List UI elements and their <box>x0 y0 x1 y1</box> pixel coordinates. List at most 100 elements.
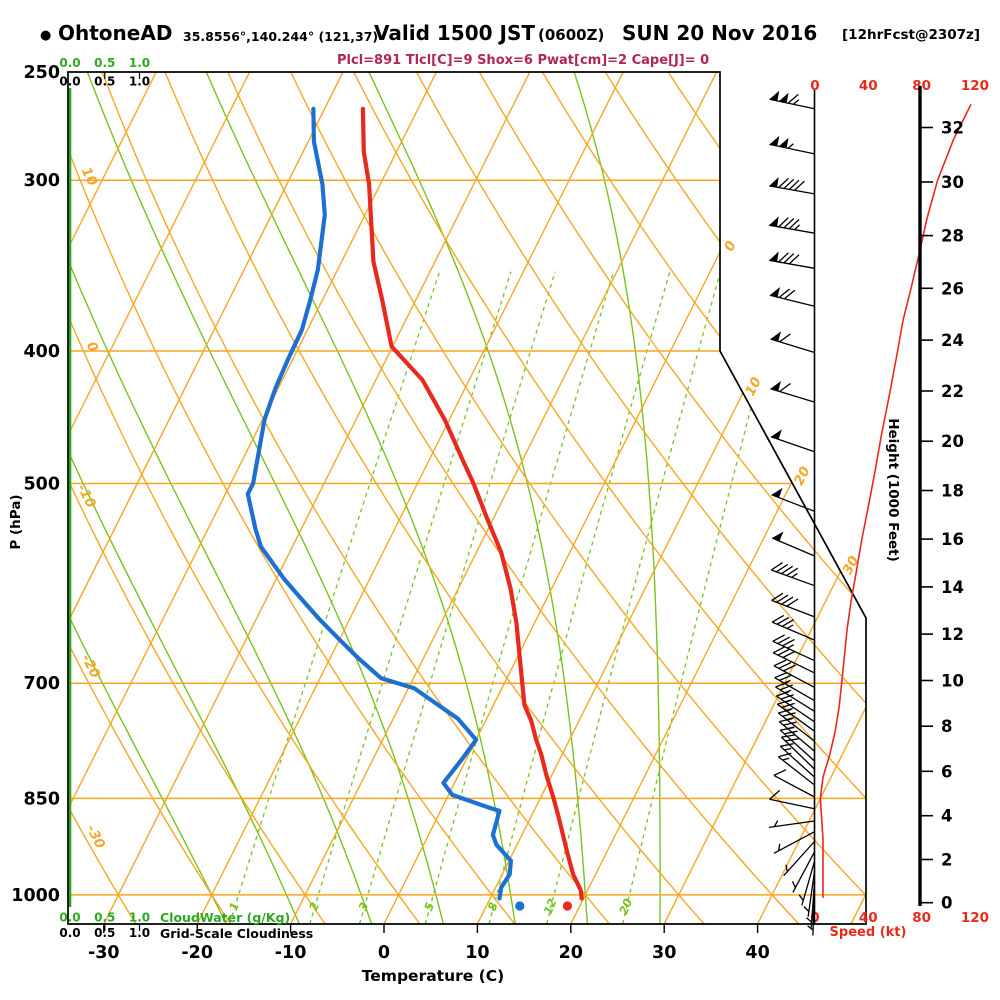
wind-barb <box>771 487 815 512</box>
svg-text:10: 10 <box>465 943 489 963</box>
svg-text:32: 32 <box>941 118 964 137</box>
svg-text:500: 500 <box>23 474 60 494</box>
svg-text:26: 26 <box>941 279 964 298</box>
svg-text:1.0: 1.0 <box>129 75 150 89</box>
svg-text:-10: -10 <box>275 943 307 963</box>
wind-barb <box>777 752 815 786</box>
isotherm-grid <box>68 72 866 924</box>
svg-text:2: 2 <box>306 900 322 913</box>
svg-text:40: 40 <box>745 943 769 963</box>
wind-barb <box>769 177 815 195</box>
cloud-scale-values: 0.00.00.00.00.50.50.50.51.01.01.01.0 <box>59 56 150 940</box>
cloudwater-scale-title: CloudWater (g/Kg) <box>160 910 291 925</box>
surface-temp-dot <box>562 901 573 911</box>
wind-barb <box>773 769 815 798</box>
svg-text:0: 0 <box>83 339 102 355</box>
svg-text:0.0: 0.0 <box>59 911 80 925</box>
valid-time: Valid 1500 JST <box>374 21 535 45</box>
height-axis <box>918 86 933 906</box>
svg-text:0: 0 <box>378 943 390 963</box>
wind-barb <box>770 429 815 453</box>
svg-text:80: 80 <box>912 910 931 926</box>
wind-barb <box>775 681 815 712</box>
svg-text:30: 30 <box>941 173 964 192</box>
plot-area <box>68 72 866 924</box>
wind-barb <box>805 881 816 928</box>
wind-barb <box>776 690 815 723</box>
svg-text:20: 20 <box>616 896 635 916</box>
wind-speed-curve <box>819 103 972 898</box>
pressure-axis-title: P (hPa) <box>8 494 24 550</box>
svg-text:0.5: 0.5 <box>94 56 115 70</box>
svg-text:-20: -20 <box>181 943 213 963</box>
cloud-scale-ticks <box>104 72 141 931</box>
svg-text:30: 30 <box>652 943 676 963</box>
wind-barb <box>779 743 815 778</box>
wind-barb <box>780 734 815 770</box>
svg-text:5: 5 <box>421 900 437 913</box>
svg-text:0.5: 0.5 <box>94 911 115 925</box>
svg-text:-10: -10 <box>73 482 98 511</box>
svg-text:4: 4 <box>941 807 952 826</box>
wind-barb <box>807 889 816 936</box>
svg-text:1.0: 1.0 <box>129 926 150 940</box>
stability-indices: Plcl=891 Tlcl[C]=9 Shox=6 Pwat[cm]=2 Cap… <box>337 53 710 68</box>
svg-text:20: 20 <box>791 464 814 488</box>
svg-text:850: 850 <box>23 789 60 809</box>
svg-text:-30: -30 <box>88 943 120 963</box>
svg-text:0.5: 0.5 <box>94 926 115 940</box>
svg-text:400: 400 <box>23 342 60 362</box>
svg-text:10: 10 <box>742 375 765 399</box>
wind-barb <box>770 331 815 354</box>
svg-text:0.0: 0.0 <box>59 926 80 940</box>
wind-barb <box>791 851 816 893</box>
station-coords: 35.8556°,140.244° (121,37) <box>183 29 379 44</box>
svg-text:700: 700 <box>23 674 60 694</box>
svg-text:20: 20 <box>941 432 964 451</box>
wind-barb <box>803 871 816 917</box>
svg-text:120: 120 <box>961 78 989 94</box>
valid-time-z: (0600Z) <box>538 26 605 44</box>
svg-text:300: 300 <box>23 171 60 191</box>
wind-barb <box>779 726 815 762</box>
temperature-axis-ticks <box>103 924 759 933</box>
wind-barb <box>769 216 815 234</box>
svg-text:10: 10 <box>941 671 964 690</box>
svg-text:1000: 1000 <box>11 886 60 906</box>
temperature-curve <box>360 106 584 901</box>
temperature-axis-title: Temperature (C) <box>361 967 505 985</box>
wind-barb <box>771 531 815 557</box>
dry-adiabat-labels: 100-10-20-30 <box>73 165 108 852</box>
svg-text:18: 18 <box>941 482 964 501</box>
svg-text:120: 120 <box>961 910 989 926</box>
svg-text:10: 10 <box>78 165 101 189</box>
pressure-gridlines <box>68 179 866 896</box>
temperature-axis-labels: -30 -20 -10 0 10 20 30 40 <box>88 943 770 963</box>
wind-barb <box>798 861 816 906</box>
svg-text:1.0: 1.0 <box>129 911 150 925</box>
svg-text:0.5: 0.5 <box>94 75 115 89</box>
svg-text:0: 0 <box>810 78 819 94</box>
wind-barb <box>769 287 815 307</box>
wind-barb <box>769 251 815 269</box>
station-name: OhtoneAD <box>58 21 173 45</box>
wind-barb <box>771 614 815 641</box>
svg-text:6: 6 <box>941 762 952 781</box>
wind-barb <box>769 90 815 110</box>
svg-text:-30: -30 <box>83 822 108 851</box>
svg-text:40: 40 <box>859 78 878 94</box>
wind-barb <box>770 381 815 403</box>
svg-text:20: 20 <box>559 943 583 963</box>
height-axis-title: Height (1000 Feet) <box>885 418 901 562</box>
svg-text:22: 22 <box>941 382 964 401</box>
svg-text:0: 0 <box>941 894 952 913</box>
pressure-axis-labels: 250 300 400 500 700 850 1000 <box>11 63 60 906</box>
chart-frame <box>67 71 867 925</box>
svg-text:12: 12 <box>941 625 964 644</box>
svg-text:250: 250 <box>23 63 60 83</box>
wind-barb <box>769 789 815 810</box>
svg-text:2: 2 <box>941 851 952 870</box>
